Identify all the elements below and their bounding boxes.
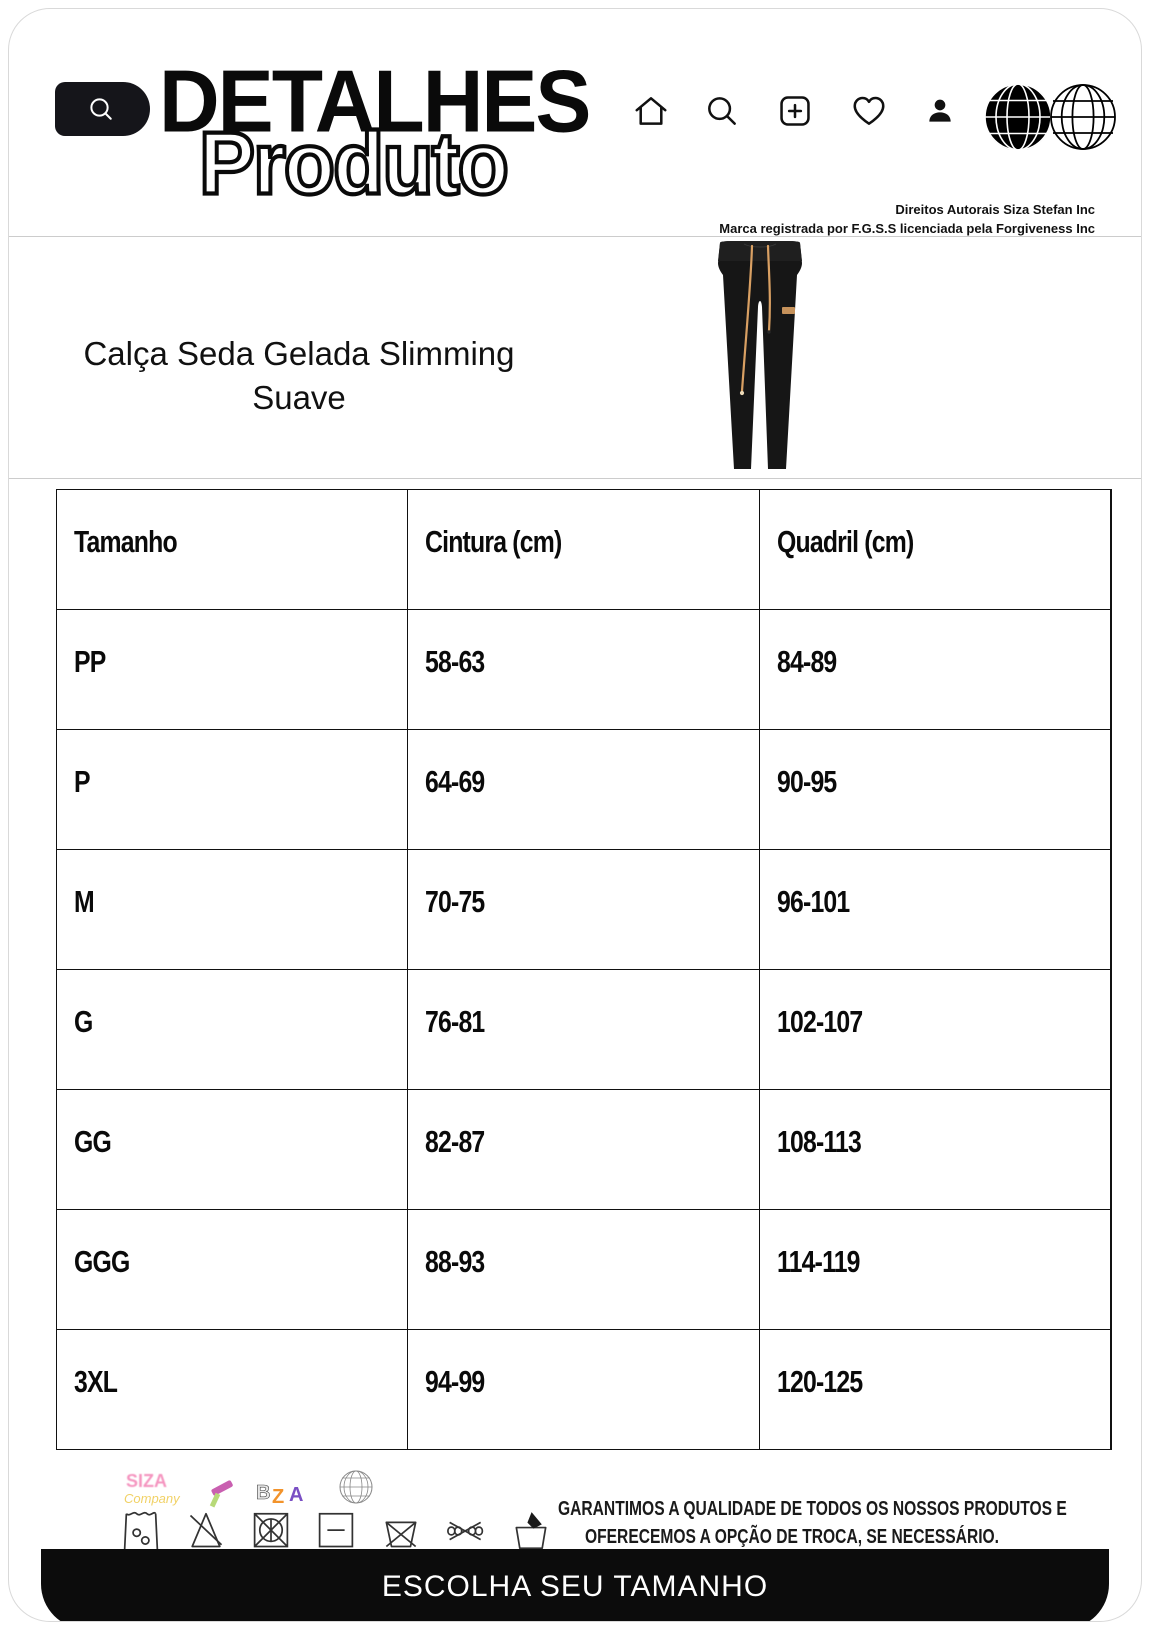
svg-text:B: B bbox=[256, 1482, 270, 1504]
svg-text:SIZA: SIZA bbox=[126, 1471, 167, 1491]
svg-text:Company: Company bbox=[124, 1491, 181, 1506]
svg-text:A: A bbox=[289, 1484, 303, 1506]
